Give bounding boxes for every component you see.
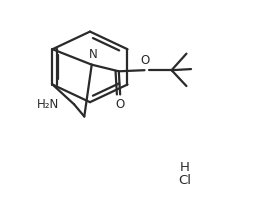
Text: N: N: [89, 48, 97, 61]
Text: H: H: [180, 161, 190, 174]
Text: O: O: [116, 98, 125, 111]
Text: O: O: [140, 54, 150, 67]
Text: H₂N: H₂N: [37, 98, 59, 111]
Text: Cl: Cl: [178, 174, 191, 187]
